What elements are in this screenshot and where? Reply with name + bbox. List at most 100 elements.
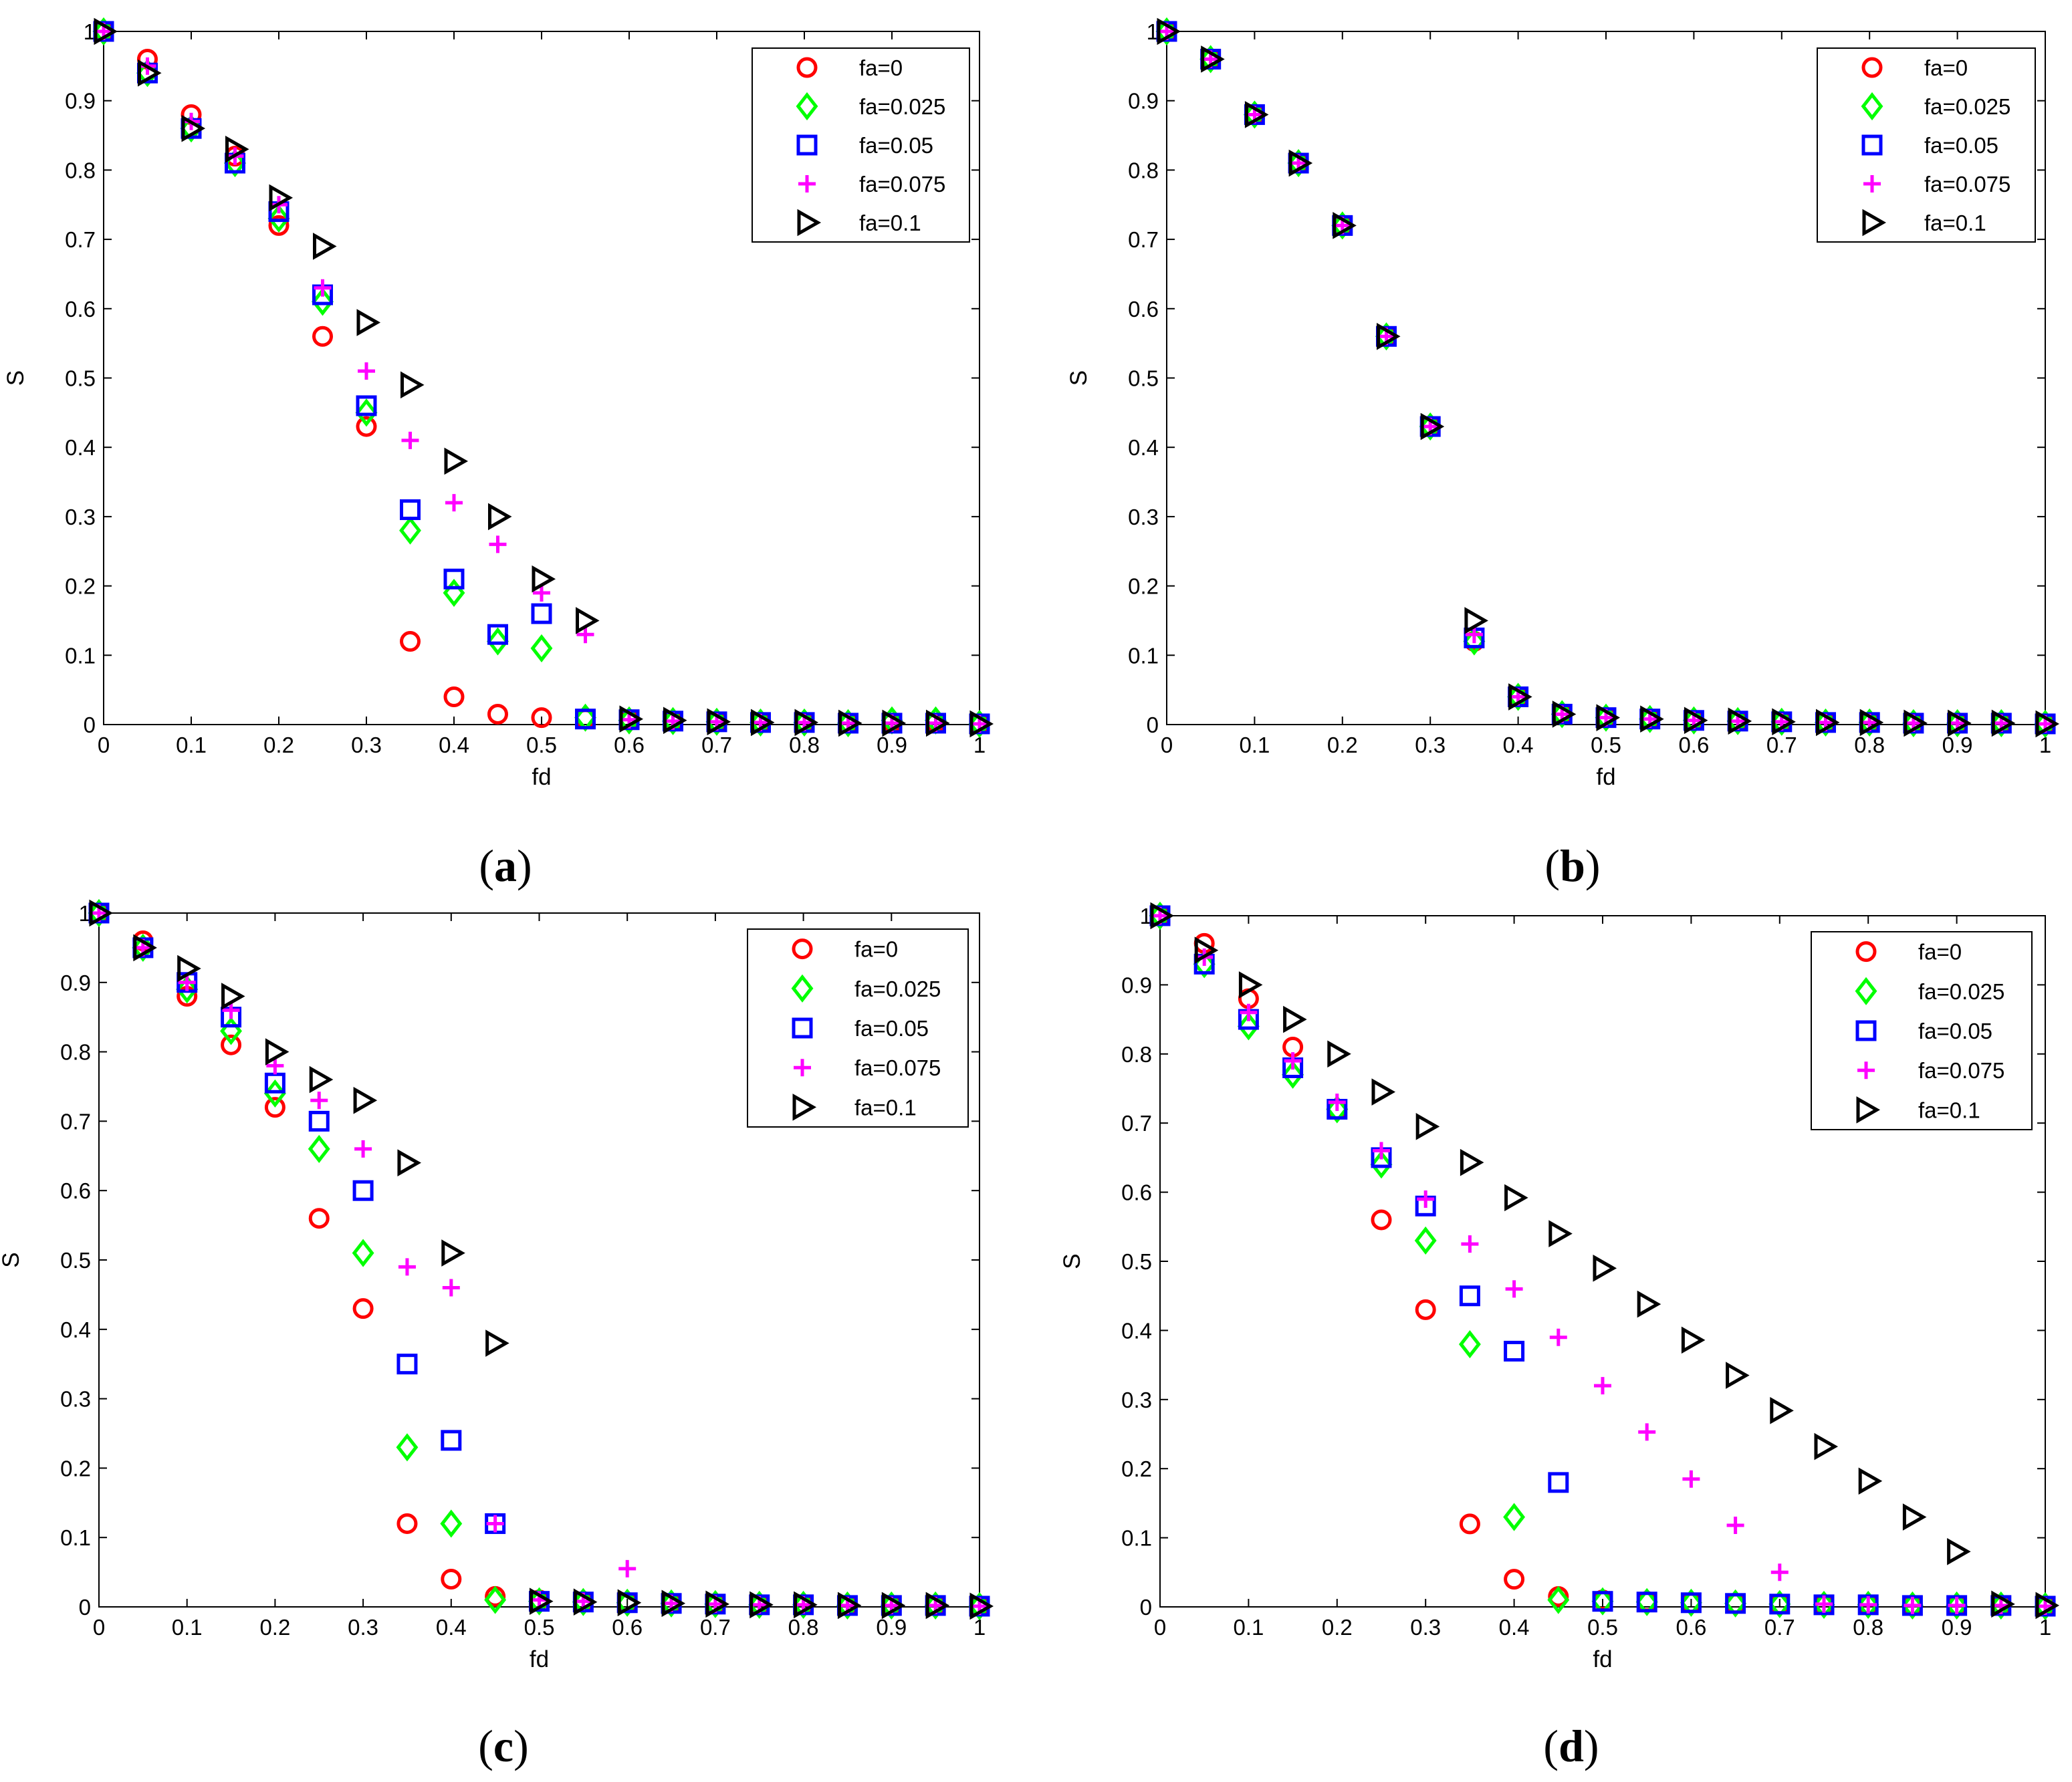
data-point	[750, 1591, 774, 1619]
data-point	[355, 398, 378, 427]
y-tick-label: 0.5	[65, 366, 96, 391]
data-point	[1947, 1537, 1971, 1565]
data-point	[1150, 902, 1175, 930]
data-point	[1725, 1593, 1746, 1614]
legend-label: fa=0.025	[1918, 979, 2004, 1004]
data-point	[1726, 1362, 1750, 1389]
data-point	[1237, 1012, 1260, 1041]
data-point	[1991, 709, 2016, 737]
data-point	[1902, 1503, 1927, 1531]
x-axis-label: fd	[1596, 764, 1615, 790]
legend-label: fa=0	[1924, 55, 1968, 80]
data-point	[1417, 1190, 1435, 1208]
y-tick-label: 0.7	[65, 227, 96, 252]
x-tick-label: 0.3	[1415, 733, 1446, 757]
data-point	[1370, 1150, 1393, 1179]
data-point	[485, 1329, 509, 1357]
series-fa=0.025	[1149, 901, 2057, 1621]
data-point	[1240, 1003, 1258, 1021]
data-point	[266, 1057, 284, 1075]
data-point	[440, 1509, 463, 1538]
legend-marker	[792, 1094, 817, 1121]
y-tick-label: 1	[79, 901, 91, 926]
data-point	[264, 1097, 285, 1118]
data-point	[268, 215, 290, 236]
chart-panel-a: 0 0.1 0.2 0.3 0.4 0.5 0.6 0.7 0.8 0.9 1 0 0.1 0.2 0.3 0…	[3, 17, 994, 891]
data-point	[663, 707, 687, 735]
data-point	[1414, 1226, 1437, 1255]
data-point	[312, 287, 334, 316]
data-point	[1288, 149, 1313, 177]
data-point	[352, 1298, 374, 1319]
data-point	[1464, 607, 1488, 634]
x-tick-label: 0.5	[524, 1615, 555, 1640]
y-tick-label: 0.3	[65, 505, 96, 529]
legend-label: fa=0.1	[859, 211, 921, 235]
data-point	[488, 503, 512, 531]
data-point	[1638, 1423, 1656, 1441]
legend-marker	[796, 92, 818, 121]
y-tick-label: 0.3	[1128, 505, 1159, 529]
legend-box	[1817, 47, 2036, 243]
x-tick-label: 1	[973, 1615, 986, 1640]
data-point	[484, 1585, 507, 1614]
data-point	[576, 607, 600, 634]
legend: fa=0 fa=0.025 fa=0.05 fa=0.075 fa=0.1	[1817, 47, 2036, 243]
x-tick-label: 0.4	[1503, 733, 1534, 757]
data-point	[443, 568, 465, 590]
y-tick-label: 0.7	[60, 1109, 91, 1134]
data-point	[400, 371, 425, 399]
x-axis-label: fd	[1593, 1646, 1612, 1672]
y-tick-label: 0.6	[65, 297, 96, 322]
y-tick-label: 0	[1140, 1595, 1152, 1620]
legend-marker	[1855, 977, 1877, 1005]
y-tick-label: 0.9	[1128, 89, 1159, 114]
panel-label: (a)	[479, 840, 532, 891]
data-point	[310, 1092, 328, 1110]
data-point	[1859, 1596, 1877, 1614]
panel-label: (b)	[1544, 840, 1600, 891]
data-point	[401, 431, 419, 449]
data-point	[396, 1354, 418, 1375]
legend-box	[752, 47, 970, 243]
data-point	[396, 1513, 418, 1534]
y-tick-label: 0.4	[1121, 1318, 1152, 1343]
data-point	[352, 1180, 374, 1201]
data-point	[1552, 701, 1577, 728]
x-tick-label: 0.6	[1676, 1615, 1706, 1640]
x-tick-label: 0.5	[1591, 733, 1621, 757]
legend-marker	[792, 938, 813, 960]
x-tick-label: 0.1	[176, 733, 207, 757]
x-tick-label: 0.2	[1322, 1615, 1353, 1640]
x-tick-label: 0.6	[614, 733, 645, 757]
data-point	[573, 1588, 598, 1616]
data-point	[618, 1559, 637, 1577]
legend-label: fa=0.1	[1918, 1098, 1980, 1122]
y-tick-label: 0.8	[1121, 1042, 1152, 1067]
data-point	[1593, 1255, 1617, 1282]
x-tick-label: 0.1	[172, 1615, 203, 1640]
x-tick-label: 0.3	[351, 733, 382, 757]
y-tick-label: 0.7	[1128, 227, 1159, 252]
data-point	[530, 634, 553, 662]
y-tick-label: 1	[1147, 19, 1159, 44]
y-tick-label: 0.5	[1128, 366, 1159, 391]
x-tick-label: 0.4	[1499, 1615, 1530, 1640]
data-point	[2035, 1592, 2060, 1620]
data-point	[1549, 1328, 1567, 1346]
legend-label: fa=0	[859, 55, 903, 80]
data-point	[487, 703, 508, 725]
legend-label: fa=0.025	[1924, 94, 2010, 119]
x-tick-label: 0.7	[701, 733, 732, 757]
x-tick-label: 0.5	[526, 733, 557, 757]
y-tick-label: 0.4	[65, 435, 96, 460]
panel-label: (d)	[1543, 1721, 1599, 1771]
data-point	[794, 1591, 818, 1619]
data-point	[400, 631, 421, 652]
x-axis-label: fd	[532, 764, 551, 790]
legend-label: fa=0.025	[859, 94, 945, 119]
data-point	[576, 626, 594, 644]
legend-label: fa=0.075	[859, 172, 945, 197]
